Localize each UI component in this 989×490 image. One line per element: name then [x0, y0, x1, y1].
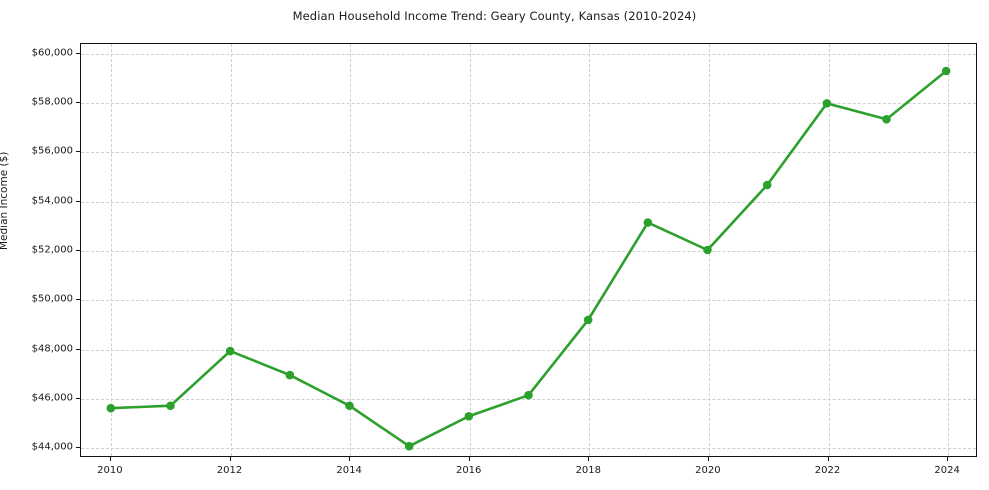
y-axis-label: Median Income ($)	[0, 151, 10, 250]
gridline-vertical	[469, 44, 471, 456]
gridline-vertical	[350, 44, 352, 456]
gridline-horizontal	[81, 152, 976, 154]
series-line	[109, 69, 948, 448]
gridline-horizontal	[81, 201, 976, 203]
x-tick-label: 2010	[97, 465, 123, 476]
y-tick-label: $56,000	[31, 145, 73, 157]
data-point-marker: 2018: $49,150	[583, 315, 593, 325]
data-point-marker: 2017: $46,080	[524, 390, 533, 400]
x-tick-label: 2014	[336, 465, 362, 476]
data-point-marker: 2012: $47,880	[225, 346, 235, 356]
y-tick-label: $50,000	[31, 293, 73, 305]
gridline-vertical	[828, 44, 830, 456]
gridline-vertical	[230, 44, 232, 456]
data-point-marker: 2013: $46,900	[285, 370, 295, 380]
data-point-marker: 2015: $44,000	[404, 441, 414, 451]
data-point-marker: 2019: $53,120	[643, 218, 653, 227]
x-tick-label: 2018	[575, 465, 602, 476]
x-tick-mark	[947, 457, 949, 461]
plot-area: 2010: $45,550 2011: $45,650 2012: $47,880 2…	[80, 43, 977, 457]
x-tick-mark	[468, 457, 470, 461]
gridline-horizontal	[81, 300, 976, 302]
x-tick-mark	[827, 457, 829, 461]
gridline-vertical	[948, 44, 950, 456]
data-point-marker: 2014: $45,650	[345, 401, 354, 411]
y-tick-label: $58,000	[31, 96, 73, 108]
x-tick-mark	[109, 457, 111, 461]
x-tick-mark	[707, 457, 709, 461]
data-point-marker: 2011: $45,650	[166, 401, 175, 411]
y-tick-label: $60,000	[31, 47, 73, 59]
gridline-horizontal	[81, 53, 976, 55]
data-point-marker: 2016: $45,220	[464, 411, 474, 421]
data-point-marker: 2023: $57,330	[882, 115, 891, 124]
x-tick-mark	[229, 457, 231, 461]
data-point-marker: 2020: $52,000	[703, 245, 712, 255]
x-tick-label: 2016	[455, 465, 482, 476]
gridline-horizontal	[81, 349, 976, 351]
gridline-horizontal	[81, 103, 976, 105]
x-tick-mark	[349, 457, 351, 461]
x-tick-label: 2020	[695, 465, 721, 476]
chart-title: Median Household Income Trend: Geary Cou…	[292, 9, 697, 23]
y-tick-label: $44,000	[31, 441, 73, 453]
y-tick-label: $48,000	[31, 343, 73, 355]
data-series-median-income: 2010: $45,550 2011: $45,650 2012: $47,880 2…	[106, 66, 951, 451]
y-tick-label: $46,000	[31, 392, 73, 404]
gridline-vertical	[589, 44, 591, 456]
x-tick-label: 2024	[934, 465, 960, 476]
gridline-horizontal	[81, 251, 976, 252]
x-tick-label: 2022	[814, 465, 841, 476]
gridline-vertical	[110, 44, 112, 456]
x-tick-label: 2012	[216, 465, 243, 476]
data-point-marker: 2024: $59,300	[941, 66, 951, 76]
x-tick-mark	[588, 457, 590, 461]
y-tick-label: $52,000	[31, 244, 73, 256]
gridline-horizontal	[81, 448, 976, 450]
data-point-marker: 2021: $54,650	[762, 180, 772, 190]
data-point-marker: 2022: $57,980	[822, 99, 832, 108]
y-tick-label: $54,000	[31, 195, 73, 207]
data-point-marker: 2010: $45,550	[106, 403, 116, 413]
